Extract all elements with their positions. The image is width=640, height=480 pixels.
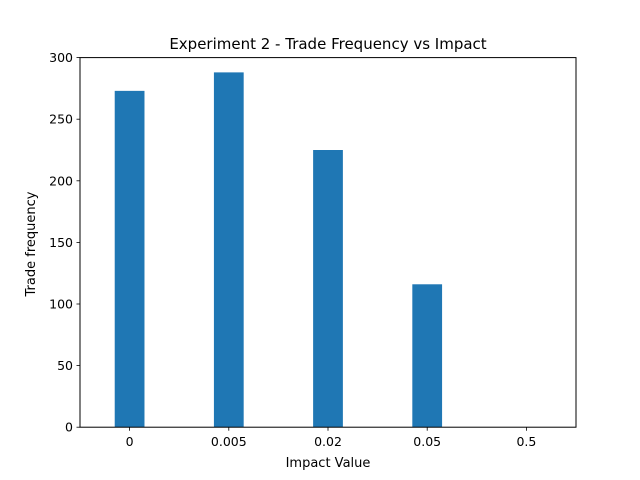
x-tick-label: 0.005 xyxy=(211,434,247,449)
y-tick-label: 50 xyxy=(57,358,73,373)
bars-group xyxy=(114,72,443,428)
y-tick-label: 100 xyxy=(49,297,73,312)
y-axis-label: Trade frequency xyxy=(24,191,39,297)
y-tick-label: 150 xyxy=(49,235,73,250)
x-tick-label: 0 xyxy=(126,434,134,449)
x-tick-label: 0.5 xyxy=(516,434,536,449)
y-axis-ticks: 0 50 100 150 200 250 300 xyxy=(49,50,80,435)
bar-0.02 xyxy=(313,150,343,428)
y-tick-label: 0 xyxy=(65,420,73,435)
x-axis-label: Impact Value xyxy=(286,456,371,471)
plot-frame xyxy=(79,57,577,428)
bar-0 xyxy=(114,90,145,428)
x-axis-ticks: 0 0.005 0.02 0.05 0.5 xyxy=(126,427,536,449)
y-tick-label: 300 xyxy=(49,50,73,65)
x-tick-label: 0.02 xyxy=(314,434,342,449)
bar-0.05 xyxy=(412,284,443,428)
chart-title: Experiment 2 - Trade Frequency vs Impact xyxy=(169,35,486,53)
y-tick-label: 200 xyxy=(49,173,73,188)
y-tick-label: 250 xyxy=(49,112,73,127)
bar-0.005 xyxy=(213,72,244,428)
x-tick-label: 0.05 xyxy=(413,434,441,449)
